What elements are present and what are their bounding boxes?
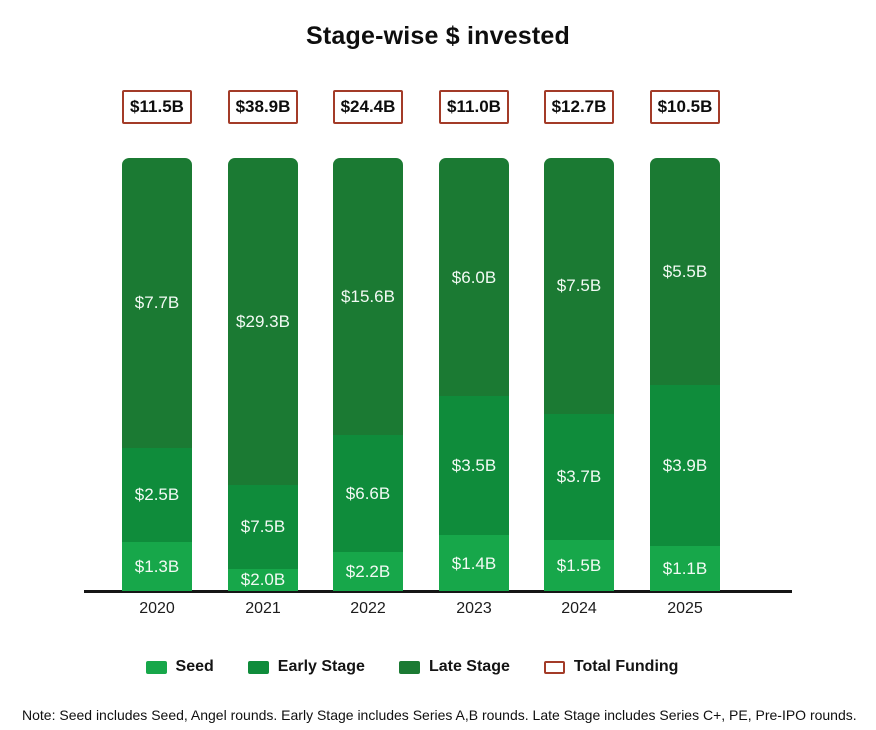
bar-segment-late-stage: $7.7B	[122, 158, 192, 448]
year-label-2024: 2024	[561, 600, 597, 617]
legend-item-late-stage: Late Stage	[398, 658, 510, 676]
legend-label: Early Stage	[277, 658, 365, 675]
segment-value-label: $2.0B	[240, 570, 286, 590]
segment-value-label: $3.5B	[451, 456, 497, 476]
bar-segment-early-stage: $3.9B	[650, 384, 720, 546]
year-label-2022: 2022	[350, 600, 386, 617]
segment-value-label: $5.5B	[662, 261, 708, 281]
bar-segment-early-stage: $7.5B	[228, 484, 298, 569]
segment-value-label: $15.6B	[341, 286, 395, 306]
footnote: Note: Seed includes Seed, Angel rounds. …	[22, 707, 857, 723]
total-funding-box: $12.7B	[544, 90, 614, 124]
segment-value-label: $3.7B	[556, 467, 602, 487]
bar-segment-late-stage: $5.5B	[650, 158, 720, 385]
total-funding-box: $11.5B	[122, 90, 192, 124]
bar-segment-late-stage: $7.5B	[544, 158, 614, 414]
bar-segment-late-stage: $6.0B	[439, 158, 509, 397]
segment-value-label: $7.5B	[240, 517, 286, 537]
chart-title: Stage-wise $ invested	[305, 22, 571, 50]
segment-value-label: $7.5B	[556, 276, 602, 296]
segment-value-label: $3.9B	[662, 455, 708, 475]
bar-segment-seed: $1.5B	[544, 539, 614, 591]
legend-label: Total Funding	[573, 658, 679, 675]
x-axis-line	[84, 590, 792, 593]
stacked-bar-2023: $6.0B $3.5B $1.4B	[439, 158, 509, 591]
late-stage-swatch-icon	[398, 660, 420, 674]
total-funding-box: $24.4B	[333, 90, 403, 124]
segment-value-label: $6.0B	[451, 267, 497, 287]
bar-segment-seed: $1.4B	[439, 535, 509, 591]
total-funding-box: $10.5B	[650, 90, 720, 124]
segment-value-label: $2.5B	[134, 485, 180, 505]
legend-label: Late Stage	[428, 658, 510, 675]
segment-value-label: $2.2B	[345, 561, 391, 581]
year-label-2023: 2023	[456, 600, 492, 617]
year-label-2020: 2020	[139, 600, 175, 617]
segment-value-label: $7.7B	[134, 293, 180, 313]
bar-segment-seed: $1.1B	[650, 545, 720, 591]
bar-segment-seed: $1.3B	[122, 542, 192, 591]
year-label-2021: 2021	[245, 600, 281, 617]
total-funding-swatch-icon	[543, 660, 565, 674]
bar-segment-seed: $2.2B	[333, 551, 403, 591]
legend-item-total-funding: Total Funding	[543, 658, 679, 676]
segment-value-label: $1.5B	[556, 555, 602, 575]
segment-value-label: $1.3B	[134, 557, 180, 576]
total-funding-box: $38.9B	[228, 90, 298, 124]
bar-segment-late-stage: $15.6B	[333, 158, 403, 435]
legend-item-early-stage: Early Stage	[247, 658, 365, 676]
segment-value-label: $29.3B	[236, 311, 290, 331]
stacked-bar-2025: $5.5B $3.9B $1.1B	[650, 158, 720, 591]
segment-value-label: $6.6B	[345, 483, 391, 503]
segment-value-label: $1.1B	[662, 558, 708, 578]
stacked-bar-2020: $7.7B $2.5B $1.3B	[122, 158, 192, 591]
total-funding-box: $11.0B	[439, 90, 509, 124]
seed-swatch-icon	[145, 660, 167, 674]
segment-value-label: $1.4B	[451, 553, 497, 573]
bar-segment-seed: $2.0B	[228, 568, 298, 591]
legend: Seed Early Stage Late Stage Total Fundin…	[0, 658, 824, 676]
bar-segment-early-stage: $3.5B	[439, 396, 509, 536]
year-label-2025: 2025	[667, 600, 703, 617]
bar-segment-early-stage: $6.6B	[333, 434, 403, 552]
legend-item-seed: Seed	[145, 658, 214, 676]
early-stage-swatch-icon	[247, 660, 269, 674]
bar-segment-late-stage: $29.3B	[228, 158, 298, 485]
legend-label: Seed	[175, 658, 214, 675]
bar-segment-early-stage: $3.7B	[544, 413, 614, 540]
bar-segment-early-stage: $2.5B	[122, 447, 192, 543]
stacked-bar-2021: $29.3B $7.5B $2.0B	[228, 158, 298, 591]
stacked-bar-2022: $15.6B $6.6B $2.2B	[333, 158, 403, 591]
stacked-bar-2024: $7.5B $3.7B $1.5B	[544, 158, 614, 591]
